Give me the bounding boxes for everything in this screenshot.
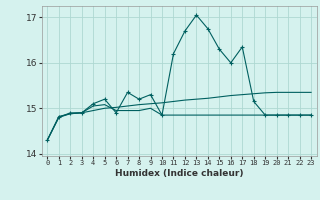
X-axis label: Humidex (Indice chaleur): Humidex (Indice chaleur): [115, 169, 244, 178]
